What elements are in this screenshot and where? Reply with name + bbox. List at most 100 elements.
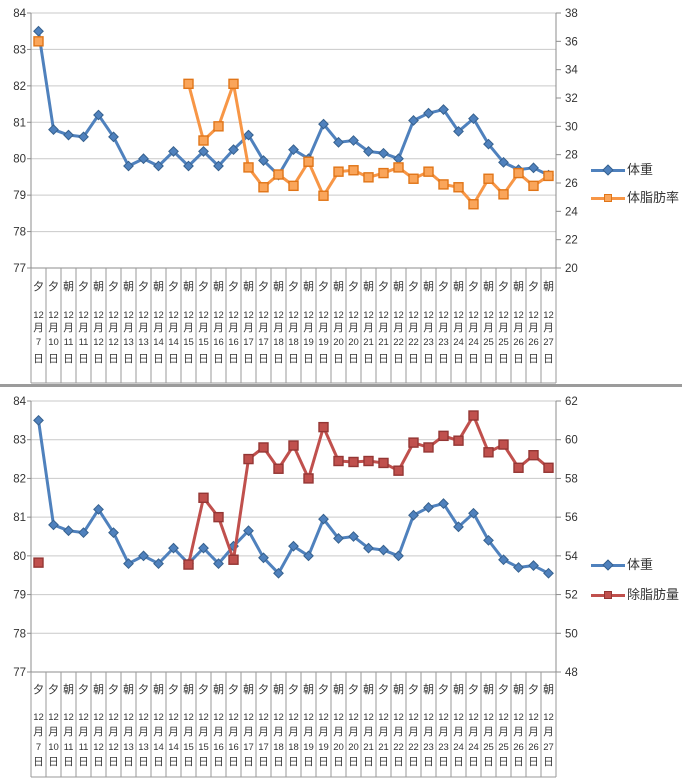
weight-marker [363,542,374,554]
svg-text:夕: 夕 [318,280,329,293]
left-axis-tick-label: 83 [13,435,26,447]
svg-text:月: 月 [393,726,404,738]
svg-text:日: 日 [108,756,119,768]
svg-text:12: 12 [213,310,224,321]
svg-text:朝: 朝 [393,683,404,696]
weight-leanmass-chart[interactable]: 77 78 79 80 81 82 83 84 48 50 52 54 56 58 60 62 夕 12 月 7 日夕 1… [0,387,682,779]
weight-bodyfat-chart[interactable]: 77 78 79 80 81 82 83 84 20 22 24 26 28 30 32 34 36 38 夕 12 月… [0,0,682,384]
x-axis-label: 夕 12 月 24 日 [468,683,479,768]
legend-item-bodyfat[interactable]: 体脂肪率 [591,189,679,207]
svg-text:日: 日 [528,756,539,768]
svg-text:朝: 朝 [153,280,164,293]
x-axis-label: 朝 12 月 20 日 [333,683,344,768]
weight-marker [153,160,164,172]
svg-text:日: 日 [63,353,74,365]
svg-text:日: 日 [243,353,254,365]
svg-text:朝: 朝 [63,683,74,696]
weight-leanmass-legend: 体重 除脂肪量 [591,556,679,604]
right-axis-tick-label: 20 [565,263,578,275]
svg-text:月: 月 [123,322,134,334]
weight-marker [468,113,479,125]
svg-text:月: 月 [78,322,89,334]
bodyfat-series[interactable] [33,36,554,210]
svg-text:17: 17 [258,337,269,348]
svg-text:月: 月 [168,322,179,334]
svg-text:夕: 夕 [498,683,509,696]
svg-text:日: 日 [213,756,224,768]
svg-text:月: 月 [228,322,239,334]
svg-text:月: 月 [243,726,254,738]
leanmass-marker [33,557,44,568]
weight-marker [393,550,404,562]
x-axis-label: 夕 12月 22 日 [408,280,419,365]
svg-text:12: 12 [288,310,299,321]
svg-text:12: 12 [153,712,164,723]
weight-marker [123,558,134,570]
x-axis-label: 朝 12 月 26 日 [513,683,524,768]
svg-text:12: 12 [393,310,404,321]
legend-label: 体重 [627,162,654,177]
svg-text:夕: 夕 [258,280,269,293]
legend-item-weight[interactable]: 体重 [591,556,679,574]
weight-series[interactable] [33,25,554,181]
svg-text:12: 12 [468,712,479,723]
weight-marker [33,414,44,426]
weight-marker [318,118,329,130]
bodyfat-marker [258,182,269,193]
svg-text:朝: 朝 [213,280,224,293]
left-axis-tick-label: 78 [13,227,26,239]
svg-text:夕: 夕 [108,683,119,696]
svg-text:朝: 朝 [453,683,464,696]
weight-marker [198,542,209,554]
svg-text:月: 月 [513,726,524,738]
weight-series-key-icon [591,559,625,571]
right-axis-tick-label: 32 [565,93,578,105]
svg-text:日: 日 [63,756,74,768]
left-axis-tick-label: 78 [13,628,26,640]
svg-text:朝: 朝 [213,683,224,696]
svg-text:12: 12 [153,310,164,321]
x-axis-label: 朝 12月 24 日 [453,280,464,365]
svg-text:月: 月 [153,726,164,738]
legend-label: 体重 [627,557,654,572]
svg-text:12: 12 [423,310,434,321]
weight-marker [483,138,494,150]
svg-text:日: 日 [33,353,44,365]
leanmass-marker [498,439,509,450]
svg-text:12: 12 [93,337,104,348]
svg-text:12: 12 [48,712,59,723]
x-axis-label: 朝 12月 15 日 [183,280,194,365]
svg-text:夕: 夕 [438,280,449,293]
bodyfat-marker [543,170,554,182]
weight-marker [93,109,104,121]
svg-text:12: 12 [123,712,134,723]
svg-text:日: 日 [513,756,524,768]
weight-series[interactable] [33,414,554,579]
svg-text:日: 日 [528,353,539,365]
x-axis-label: 朝 12 月 12 日 [93,683,104,768]
svg-text:12: 12 [318,310,329,321]
right-axis-tick-label: 50 [565,628,578,640]
weight-marker [78,131,89,143]
leanmass-series[interactable] [33,410,554,570]
right-axis-tick-label: 26 [565,178,578,190]
svg-text:朝: 朝 [303,280,314,293]
bodyfat-line [187,82,550,206]
svg-text:日: 日 [318,353,329,365]
left-axis-tick-label: 79 [13,190,26,202]
leanmass-marker [258,442,269,453]
x-axis-label: 夕 12月 7 日 [33,280,44,365]
legend-item-weight[interactable]: 体重 [591,161,679,179]
svg-text:月: 月 [453,322,464,334]
legend-item-leanmass[interactable]: 除脂肪量 [591,586,679,604]
svg-text:25: 25 [498,742,509,753]
weight-marker [198,146,209,157]
x-axis-label: 朝 12月 21 日 [363,280,374,365]
svg-text:日: 日 [48,353,59,365]
x-axis-label: 朝 12月 23 日 [423,280,434,365]
right-axis-tick-label: 22 [565,235,578,247]
svg-text:15: 15 [183,337,194,348]
svg-text:12: 12 [333,310,344,321]
weight-marker [438,498,449,510]
svg-text:月: 月 [243,322,254,334]
